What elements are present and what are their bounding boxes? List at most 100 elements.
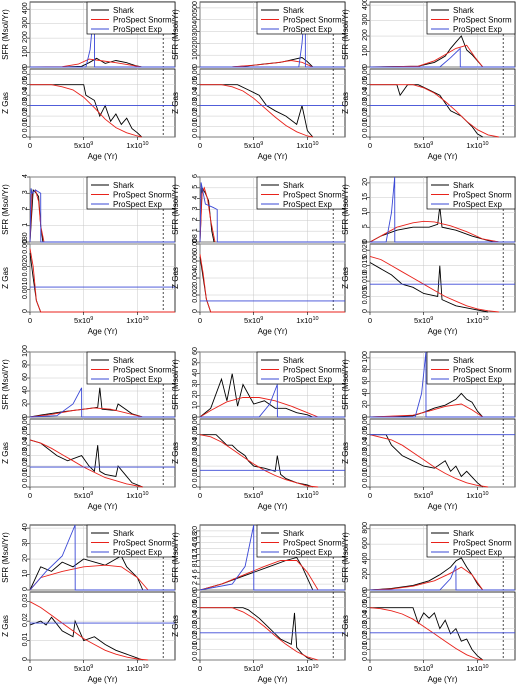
y-tick-label: 0 <box>192 414 199 418</box>
y-tick-label: 60 <box>192 347 199 355</box>
plot-frame <box>199 591 346 661</box>
y-tick-label: 0.06 <box>362 589 369 603</box>
plot-frame <box>199 418 346 488</box>
legend-label: ProSpect Exp <box>113 548 162 557</box>
legend-label: ProSpect Exp <box>113 200 162 209</box>
x-tick-label: 1x1010 <box>126 316 148 325</box>
legend-label: ProSpect Exp <box>283 25 332 34</box>
legend-label: ProSpect Exp <box>283 375 332 384</box>
x-tick-label: 0 <box>368 316 372 325</box>
y-axis-label-sfr: SFR (Msol/Yr) <box>171 532 180 583</box>
y-tick-label: 0.03 <box>362 98 369 112</box>
y-axis-label-sfr: SFR (Msol/Yr) <box>341 9 350 60</box>
legend-label: ProSpect Exp <box>283 548 332 557</box>
series-prospect-exp <box>199 182 345 243</box>
x-tick-label: 5x109 <box>244 141 263 150</box>
y-tick-label: 40 <box>192 369 199 377</box>
series-prospect-snorm <box>369 403 484 418</box>
y-tick-label: 0.01 <box>192 119 199 133</box>
y-tick-label: 0 <box>362 64 369 68</box>
series-prospect-exp <box>370 176 515 243</box>
y-tick-label: 0.01 <box>362 642 369 656</box>
y-axis-label-zgas: Z Gas <box>171 92 180 114</box>
plot-frame <box>199 68 346 138</box>
x-tick-label: 1x1010 <box>296 664 318 673</box>
y-tick-label: 0.02 <box>362 108 369 122</box>
y-axis-label-sfr: SFR (Msol/Yr) <box>341 532 350 583</box>
x-tick-label: 1x1010 <box>126 491 148 500</box>
plot-frame <box>29 243 176 313</box>
legend-label: ProSpect Exp <box>113 25 162 34</box>
y-tick-label: 20 <box>22 554 29 562</box>
y-axis-label-sfr: SFR (Msol/Yr) <box>171 9 180 60</box>
y-tick-label: 0 <box>192 587 199 591</box>
x-tick-label: 0 <box>28 141 32 150</box>
legend-label: Shark <box>283 181 305 190</box>
x-tick-label: 1x1010 <box>466 491 488 500</box>
y-tick-label: 400 <box>22 2 29 14</box>
y-tick-label: 6 <box>192 174 199 178</box>
legend-label: ProSpect Exp <box>453 200 502 209</box>
y-tick-label: 0 <box>192 309 199 313</box>
series-shark <box>369 206 499 243</box>
x-tick-label: 5x109 <box>244 664 263 673</box>
y-tick-label: 0 <box>362 657 369 661</box>
y-tick-label: 3 <box>22 190 29 194</box>
y-tick-label: 18 <box>192 532 199 540</box>
y-tick-label: 20 <box>192 526 199 534</box>
series-prospect-exp <box>29 387 175 418</box>
y-tick-label: 100 <box>362 45 369 57</box>
x-tick-label: 5x109 <box>244 491 263 500</box>
y-tick-label: 300 <box>362 14 369 26</box>
x-axis-label: Age (Yr) <box>88 502 118 511</box>
y-tick-label: 0.0010 <box>22 278 29 300</box>
y-tick-label: 0.01 <box>192 469 199 483</box>
y-tick-label: 30 <box>192 380 199 388</box>
series-shark <box>370 84 484 138</box>
legend-label: ProSpect Snorm <box>453 16 512 25</box>
y-tick-label: 200 <box>192 36 199 48</box>
series-shark <box>370 434 484 488</box>
y-tick-label: 0.03 <box>22 594 29 608</box>
y-tick-label: 0.0030 <box>22 232 29 254</box>
y-tick-label: 0.06 <box>192 66 199 80</box>
series-prospect-snorm <box>199 560 319 591</box>
y-tick-label: 0.04 <box>192 437 199 451</box>
y-tick-label: 0.05 <box>362 427 369 441</box>
y-tick-label: 300 <box>22 17 29 29</box>
series-prospect-exp <box>370 351 515 418</box>
x-axis-label: Age (Yr) <box>88 675 118 684</box>
y-axis-label-zgas: Z Gas <box>1 267 10 289</box>
y-axis-label-zgas: Z Gas <box>171 615 180 637</box>
x-tick-label: 0 <box>198 491 202 500</box>
y-axis-label-zgas: Z Gas <box>1 615 10 637</box>
legend-label: Shark <box>113 181 135 190</box>
plot-frame <box>369 418 516 488</box>
series-prospect-snorm <box>29 407 143 418</box>
y-tick-label: 0.03 <box>22 448 29 462</box>
x-tick-label: 0 <box>368 491 372 500</box>
y-tick-label: 0.05 <box>22 427 29 441</box>
series-prospect-exp <box>199 524 345 591</box>
y-tick-label: 0 <box>192 134 199 138</box>
y-tick-label: 0.04 <box>192 610 199 624</box>
series-prospect-snorm <box>369 434 489 488</box>
x-tick-label: 0 <box>28 316 32 325</box>
x-axis-label: Age (Yr) <box>428 327 458 336</box>
legend-box <box>256 524 346 558</box>
series-prospect-snorm <box>29 189 45 243</box>
y-tick-label: 0 <box>22 134 29 138</box>
y-tick-label: 15 <box>362 193 369 201</box>
plot-frame <box>369 243 516 313</box>
y-axis-label-sfr: SFR (Msol/Yr) <box>341 359 350 410</box>
y-tick-label: 0.04 <box>22 437 29 451</box>
series-prospect-snorm <box>29 601 149 661</box>
y-tick-label: 60 <box>362 377 369 385</box>
y-tick-label: 0.05 <box>192 600 199 614</box>
